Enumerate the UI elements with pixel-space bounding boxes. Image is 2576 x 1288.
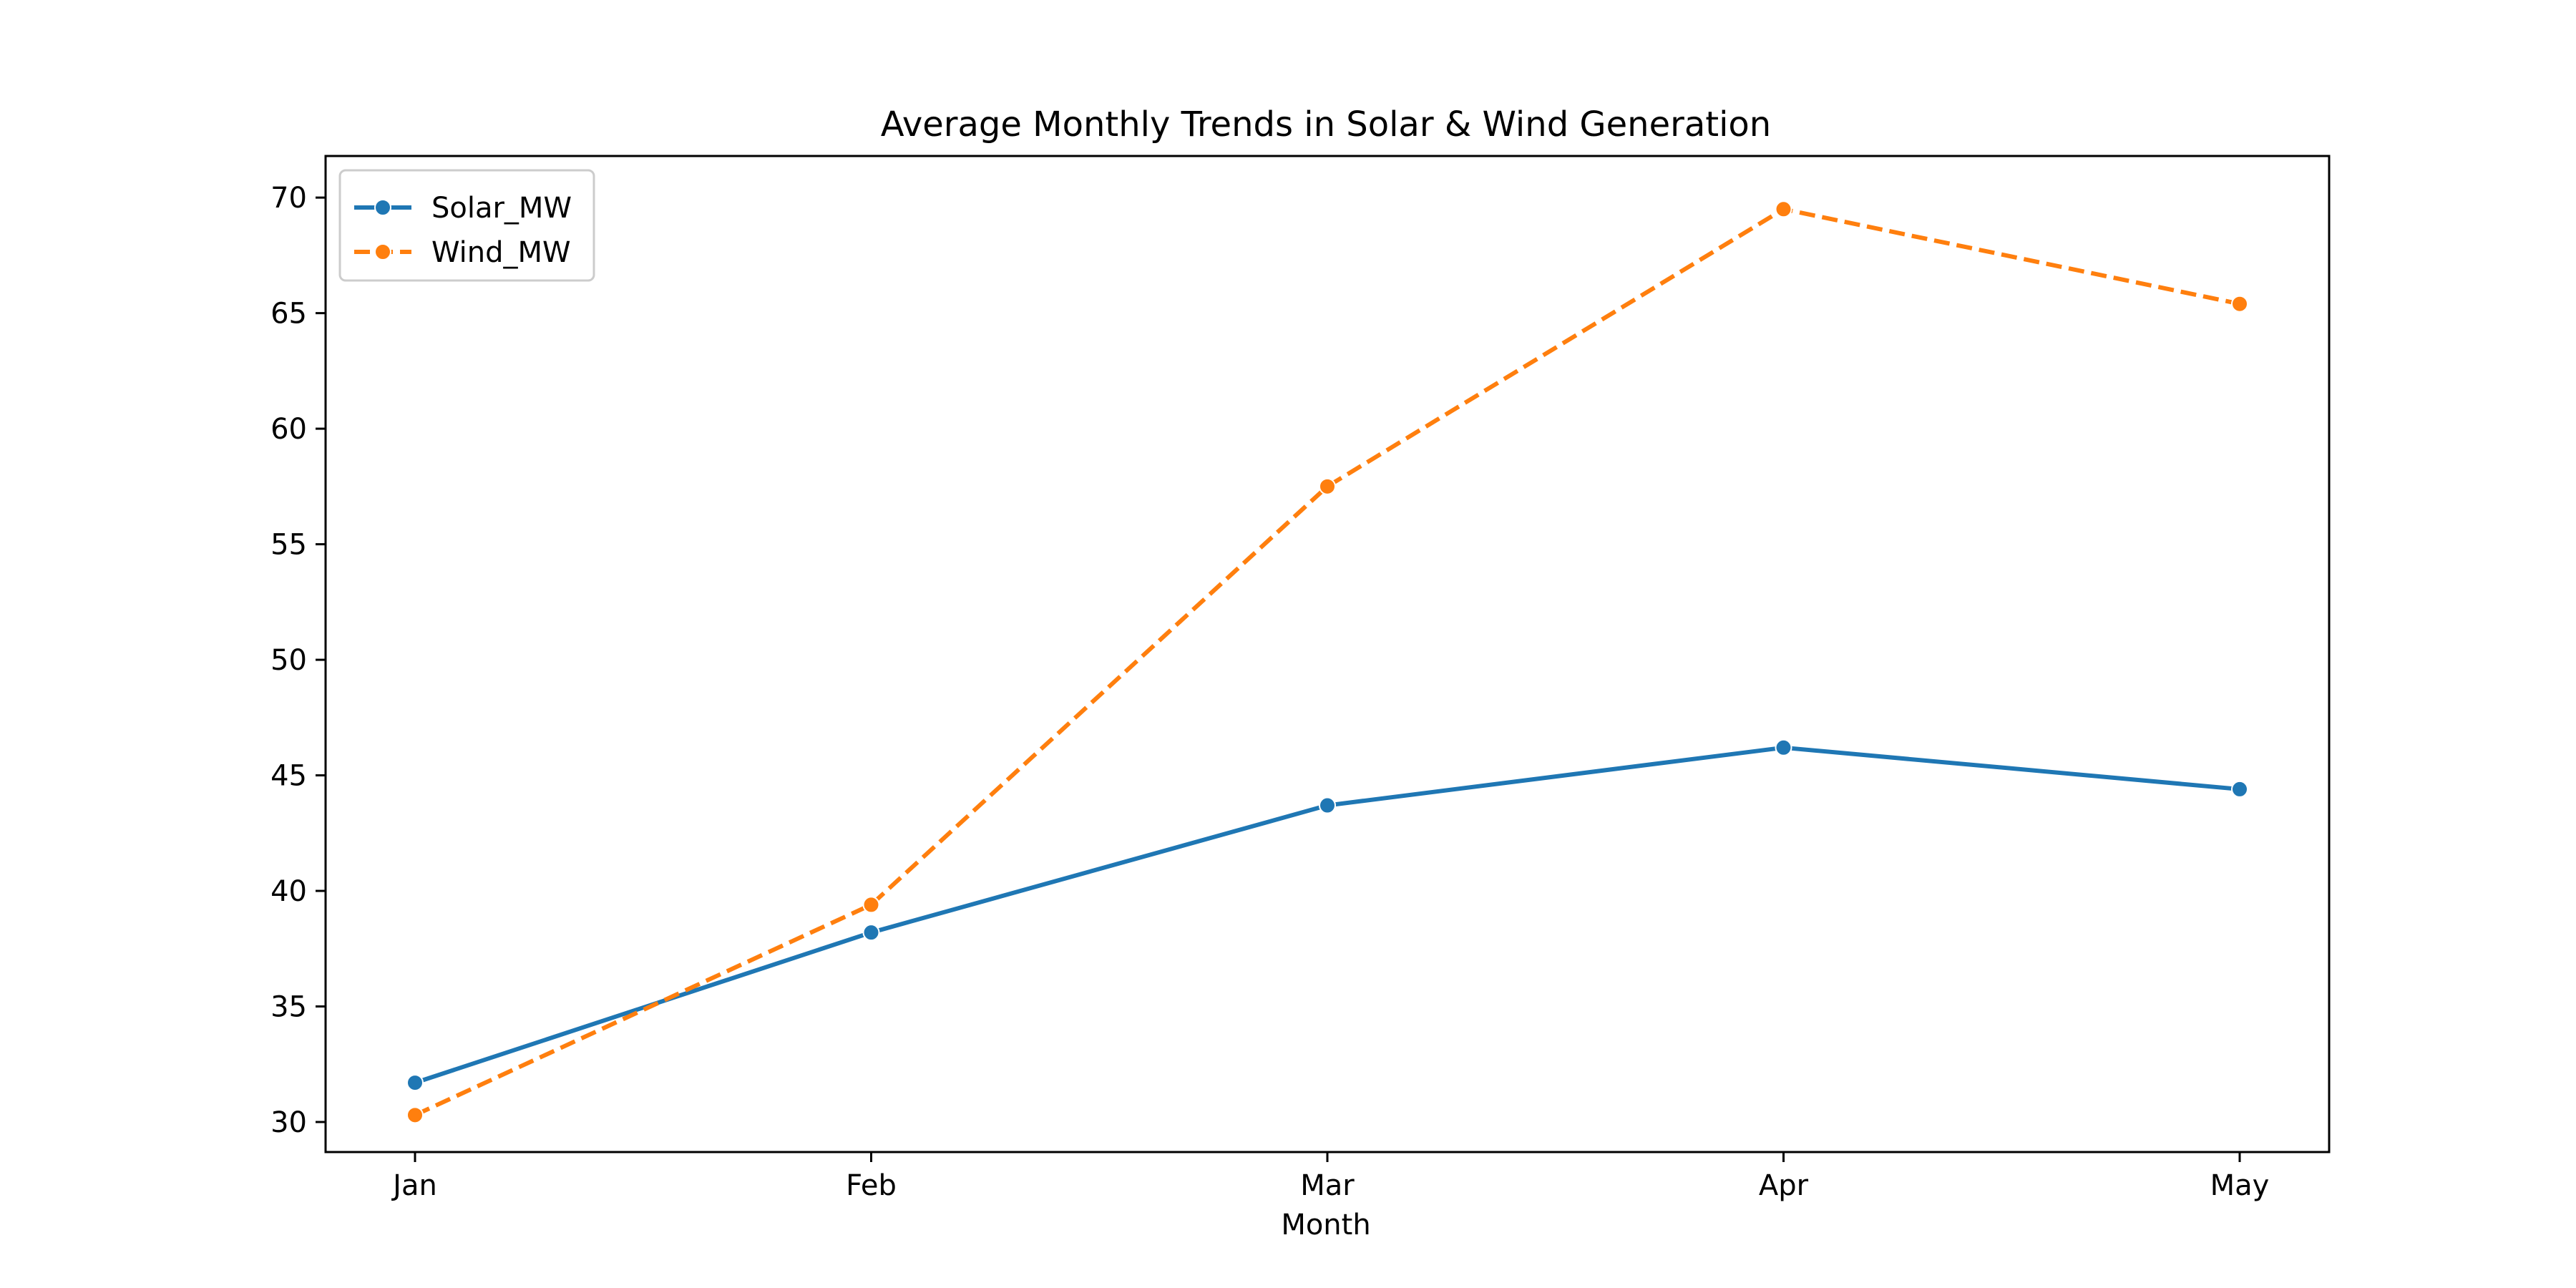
axes: 30 35 40 45 50 55 60 65 70 Jan Feb Mar Apr May <box>270 155 2331 1202</box>
y-tick-label: 45 <box>270 760 307 793</box>
y-tick-label: 40 <box>270 875 307 908</box>
data-point-Wind_MW <box>406 1106 424 1124</box>
data-point-Wind_MW <box>1319 477 1336 495</box>
plot-frame <box>324 155 2331 1153</box>
data-point-Solar_MW <box>1319 796 1336 814</box>
data-point-Solar_MW <box>2231 780 2248 798</box>
legend-marker-Solar_MW <box>374 199 391 216</box>
chart-title: Average Monthly Trends in Solar & Wind G… <box>881 104 1771 145</box>
legend: Solar_MW Wind_MW <box>338 169 595 282</box>
x-tick-label: Apr <box>1759 1169 1809 1202</box>
y-tick-label: 35 <box>270 991 307 1024</box>
legend-label-Wind_MW: Wind_MW <box>431 236 571 269</box>
data-point-Wind_MW <box>2231 295 2248 313</box>
legend-label-Solar_MW: Solar_MW <box>431 192 572 225</box>
x-tick-label: Mar <box>1300 1169 1355 1202</box>
data-point-Wind_MW <box>862 896 880 914</box>
legend-marker-Wind_MW <box>374 243 391 260</box>
x-tick-label: May <box>2210 1169 2270 1202</box>
y-tick-label: 50 <box>270 644 307 677</box>
y-tick-label: 70 <box>270 182 307 215</box>
series-line-Wind_MW <box>414 207 2240 1118</box>
x-tick-label: Jan <box>391 1169 437 1202</box>
x-tick-label: Feb <box>846 1169 897 1202</box>
y-tick-label: 60 <box>270 413 307 446</box>
plot-area <box>406 200 2248 1124</box>
y-tick-label: 55 <box>270 529 307 562</box>
data-point-Solar_MW <box>862 924 880 942</box>
data-point-Wind_MW <box>1775 200 1792 218</box>
y-tick-label: 30 <box>270 1106 307 1139</box>
x-axis-title: Month <box>1281 1209 1370 1241</box>
data-point-Solar_MW <box>1775 738 1792 756</box>
data-point-Solar_MW <box>406 1074 424 1092</box>
y-tick-label: 65 <box>270 298 307 331</box>
